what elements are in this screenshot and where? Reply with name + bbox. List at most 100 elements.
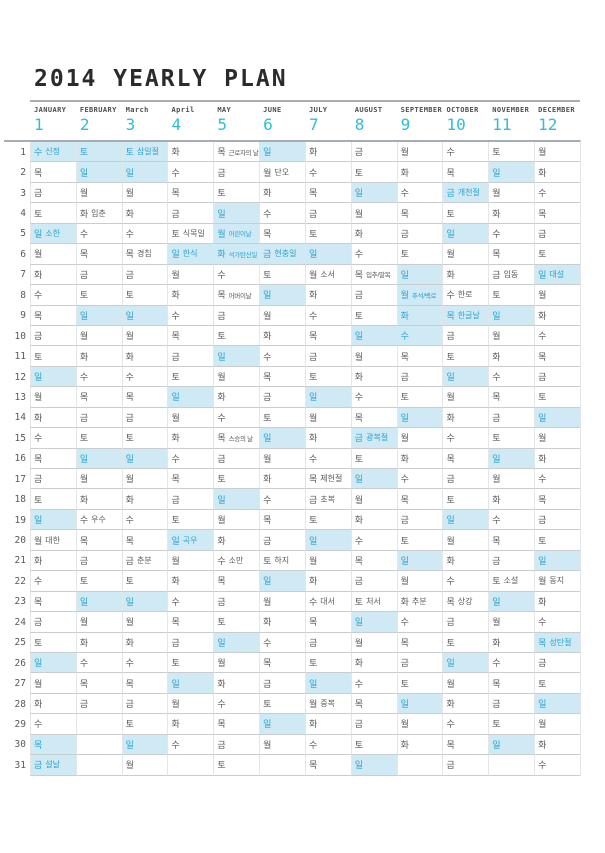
day-cell[interactable]: 일 xyxy=(259,142,305,163)
day-cell[interactable]: 토 xyxy=(213,469,260,490)
day-cell[interactable]: 월 xyxy=(167,407,214,429)
day-cell[interactable]: 수 xyxy=(259,489,305,510)
day-cell[interactable]: 일 xyxy=(213,203,260,224)
day-cell[interactable]: 목 한글날 xyxy=(442,305,489,326)
day-cell[interactable]: 일 xyxy=(121,591,168,613)
day-cell[interactable]: 일 xyxy=(304,244,351,265)
day-cell[interactable]: 금 xyxy=(350,714,397,735)
day-cell[interactable]: 토 소설 xyxy=(488,571,535,592)
day-cell[interactable]: 월 xyxy=(121,612,168,633)
day-cell[interactable] xyxy=(396,755,443,776)
day-cell[interactable]: 수 한로 xyxy=(442,285,489,306)
day-cell[interactable] xyxy=(488,755,535,776)
day-cell[interactable]: 화 xyxy=(167,714,214,735)
day-cell[interactable]: 화 xyxy=(75,489,122,510)
day-cell[interactable]: 목 xyxy=(259,223,305,245)
day-cell[interactable]: 일 xyxy=(213,489,260,510)
day-cell[interactable]: 일 xyxy=(534,550,580,572)
day-cell[interactable]: 화 xyxy=(30,550,76,572)
day-cell[interactable]: 월 xyxy=(259,591,305,613)
day-cell[interactable]: 목 xyxy=(30,448,76,469)
day-cell[interactable]: 금 xyxy=(534,223,580,245)
day-cell[interactable]: 화 추분 xyxy=(396,591,443,613)
day-cell[interactable]: 목 경칩 xyxy=(121,244,168,265)
day-cell[interactable]: 화 xyxy=(442,264,489,286)
day-cell[interactable]: 금 xyxy=(534,509,580,531)
day-cell[interactable]: 일 xyxy=(442,509,489,531)
day-cell[interactable]: 화 xyxy=(213,673,260,694)
day-cell[interactable]: 화 xyxy=(396,305,443,326)
day-cell[interactable]: 목 xyxy=(167,612,214,633)
day-cell[interactable]: 화 xyxy=(350,366,397,388)
day-cell[interactable]: 월 xyxy=(350,632,397,653)
day-cell[interactable]: 화 xyxy=(259,182,305,204)
day-cell[interactable]: 목 상강 xyxy=(442,591,489,613)
day-cell[interactable]: 토 xyxy=(304,366,351,388)
day-cell[interactable]: 월 xyxy=(75,612,122,633)
day-cell[interactable]: 토 xyxy=(304,652,351,674)
day-cell[interactable]: 금 xyxy=(30,612,76,633)
day-cell[interactable]: 화 xyxy=(304,714,351,735)
day-cell[interactable]: 수 소만 xyxy=(213,550,260,572)
day-cell[interactable]: 화 xyxy=(167,428,214,449)
day-cell[interactable]: 화 xyxy=(213,387,260,408)
day-cell[interactable]: 금 xyxy=(259,387,305,408)
day-cell[interactable]: 수 xyxy=(396,182,443,204)
day-cell[interactable]: 토 xyxy=(75,142,122,163)
day-cell[interactable]: 수 xyxy=(167,591,214,613)
day-cell[interactable]: 수 xyxy=(213,693,260,715)
day-cell[interactable]: 월 xyxy=(121,182,168,204)
day-cell[interactable]: 월 단오 xyxy=(259,162,305,183)
day-cell[interactable]: 일 xyxy=(396,693,443,715)
day-cell[interactable]: 토 처서 xyxy=(350,591,397,613)
day-cell[interactable]: 월 xyxy=(213,652,260,674)
day-cell[interactable]: 목 xyxy=(213,571,260,592)
day-cell[interactable]: 토 xyxy=(259,693,305,715)
day-cell[interactable]: 수 xyxy=(442,142,489,163)
day-cell[interactable]: 금 xyxy=(30,325,76,347)
day-cell[interactable]: 토 xyxy=(534,530,580,551)
day-cell[interactable]: 일 xyxy=(350,469,397,490)
day-cell[interactable]: 금 xyxy=(213,591,260,613)
day-cell[interactable]: 수 xyxy=(75,366,122,388)
day-cell[interactable]: 토 xyxy=(75,285,122,306)
day-cell[interactable]: 수 xyxy=(167,305,214,326)
day-cell[interactable]: 목 xyxy=(488,673,535,694)
day-cell[interactable]: 금 xyxy=(396,652,443,674)
day-cell[interactable]: 토 xyxy=(167,509,214,531)
day-cell[interactable]: 화 xyxy=(350,223,397,245)
day-cell[interactable]: 토 xyxy=(534,244,580,265)
day-cell[interactable]: 목 스승의 날 xyxy=(213,428,260,449)
day-cell[interactable]: 월 xyxy=(304,550,351,572)
day-cell[interactable]: 화 xyxy=(304,571,351,592)
day-cell[interactable]: 화 xyxy=(350,652,397,674)
day-cell[interactable]: 수 xyxy=(488,509,535,531)
day-cell[interactable]: 수 xyxy=(75,223,122,245)
day-cell[interactable]: 일 xyxy=(488,591,535,613)
day-cell[interactable]: 수 xyxy=(167,448,214,469)
day-cell[interactable]: 일 xyxy=(30,366,76,388)
day-cell[interactable]: 화 xyxy=(442,407,489,429)
day-cell[interactable]: 수 xyxy=(30,714,76,735)
day-cell[interactable]: 화 xyxy=(534,591,580,613)
day-cell[interactable]: 일 xyxy=(75,591,122,613)
day-cell[interactable]: 월 xyxy=(121,469,168,490)
day-cell[interactable]: 수 xyxy=(304,448,351,469)
day-cell[interactable]: 금 xyxy=(442,469,489,490)
day-cell[interactable]: 일 xyxy=(396,407,443,429)
day-cell[interactable]: 토 xyxy=(213,612,260,633)
day-cell[interactable]: 화 xyxy=(30,407,76,429)
day-cell[interactable] xyxy=(259,755,305,776)
day-cell[interactable]: 토 xyxy=(75,571,122,592)
day-cell[interactable]: 목 xyxy=(350,550,397,572)
day-cell[interactable]: 월 xyxy=(167,550,214,572)
day-cell[interactable]: 수 xyxy=(534,325,580,347)
day-cell[interactable]: 수 xyxy=(304,162,351,183)
day-cell[interactable]: 일 xyxy=(396,550,443,572)
day-cell[interactable]: 월 소서 xyxy=(304,264,351,286)
day-cell[interactable]: 수 xyxy=(534,182,580,204)
day-cell[interactable]: 월 xyxy=(488,612,535,633)
day-cell[interactable]: 토 하지 xyxy=(259,550,305,572)
day-cell[interactable]: 수 xyxy=(396,469,443,490)
day-cell[interactable]: 목 xyxy=(167,182,214,204)
